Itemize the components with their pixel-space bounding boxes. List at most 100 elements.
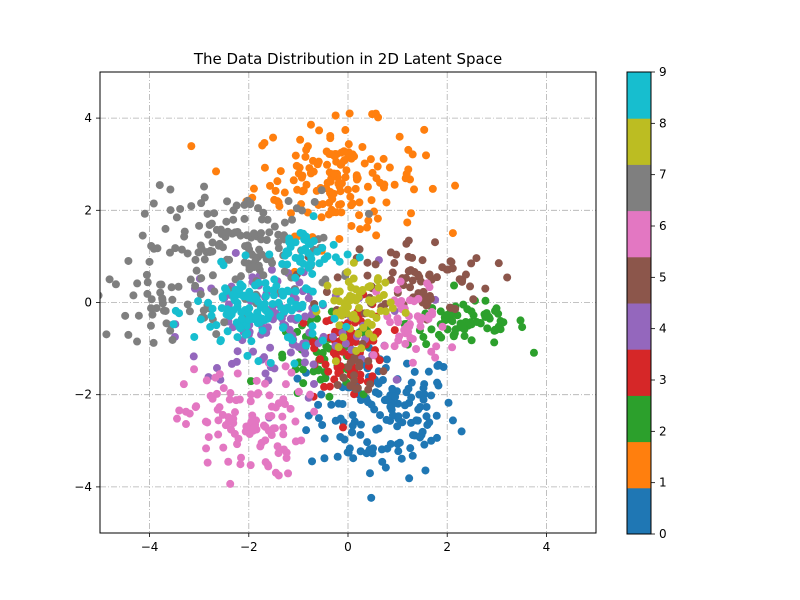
scatter-point [291,303,300,312]
colorbar-segment [627,72,651,119]
scatter-point [285,238,294,247]
scatter-point [282,448,291,457]
scatter-point [222,217,231,226]
scatter-point [414,289,423,298]
scatter-point [336,362,345,371]
scatter-point [461,270,470,279]
scatter-point [301,341,310,350]
scatter-point [301,312,310,321]
scatter-point [365,469,374,478]
scatter-point [318,336,327,345]
scatter-point [265,391,274,400]
scatter-point [231,228,240,237]
scatter-point [408,150,417,159]
scatter-point [390,326,399,335]
scatter-point [216,336,225,345]
scatter-point [350,353,359,362]
scatter-point [244,315,253,324]
scatter-point [129,291,138,300]
scatter-point [436,307,445,316]
scatter-point [309,212,318,221]
scatter-point [379,367,388,376]
scatter-point [325,198,334,207]
scatter-point [355,211,364,220]
scatter-point [166,326,175,335]
scatter-point [264,412,273,421]
scatter-point [325,382,334,391]
scatter-point [367,493,376,502]
scatter-point [403,218,412,227]
scatter-point [260,138,269,147]
scatter-point [280,188,289,197]
scatter-point [472,254,481,263]
scatter-point [322,147,331,156]
colorbar-tick-label: 0 [659,527,667,541]
scatter-point [381,463,390,472]
scatter-point [317,390,326,399]
scatter-point [337,208,346,217]
x-tick-label: 0 [344,540,352,554]
scatter-point [196,315,205,324]
scatter-point [267,265,276,274]
scatter-point [431,238,440,247]
scatter-point [405,474,414,483]
scatter-point [278,412,287,421]
scatter-point [175,406,184,415]
scatter-point [337,179,346,188]
scatter-point [410,367,419,376]
scatter-point [270,275,279,284]
scatter-point [152,304,161,313]
scatter-point [219,443,228,452]
scatter-point [279,430,288,439]
scatter-point [358,142,367,151]
scatter-point [451,325,460,334]
scatter-point [202,444,211,453]
colorbar-segment [627,303,651,350]
scatter-point [458,321,467,330]
scatter-point [308,329,317,338]
scatter-point [333,381,342,390]
scatter-point [381,278,390,287]
scatter-point [230,408,239,417]
scatter-point [322,288,331,297]
scatter-point [247,390,256,399]
scatter-point [200,182,209,191]
scatter-point [296,267,305,276]
scatter-point [407,393,416,402]
scatter-point [334,399,343,408]
scatter-point [147,295,156,304]
scatter-point [226,479,235,488]
scatter-point [433,378,442,387]
scatter-point [257,215,266,224]
scatter-point [422,340,431,349]
scatter-point [308,457,317,466]
scatter-point [148,310,157,319]
series-label-7 [102,257,229,347]
colorbar-segment [627,164,651,212]
scatter-point [189,352,198,361]
scatter-point [369,444,378,453]
scatter-point [365,296,374,305]
scatter-point [344,140,353,149]
colorbar-tick-label: 5 [659,270,667,284]
scatter-point [356,225,365,234]
scatter-point [285,333,294,342]
scatter-point [419,395,428,404]
scatter-point [166,185,175,194]
scatter-point [301,244,310,253]
scatter-point [199,306,208,315]
scatter-point [410,185,419,194]
scatter-point [225,395,234,404]
scatter-point [408,431,417,440]
scatter-point [267,402,276,411]
scatter-point [410,297,419,306]
scatter-points [100,109,538,502]
scatter-point [355,198,364,207]
scatter-point [250,263,259,272]
scatter-point [424,314,433,323]
scatter-point [143,289,152,298]
scatter-point [166,206,175,215]
scatter-point [233,440,242,449]
scatter-point [245,289,254,298]
scatter-point [428,308,437,317]
